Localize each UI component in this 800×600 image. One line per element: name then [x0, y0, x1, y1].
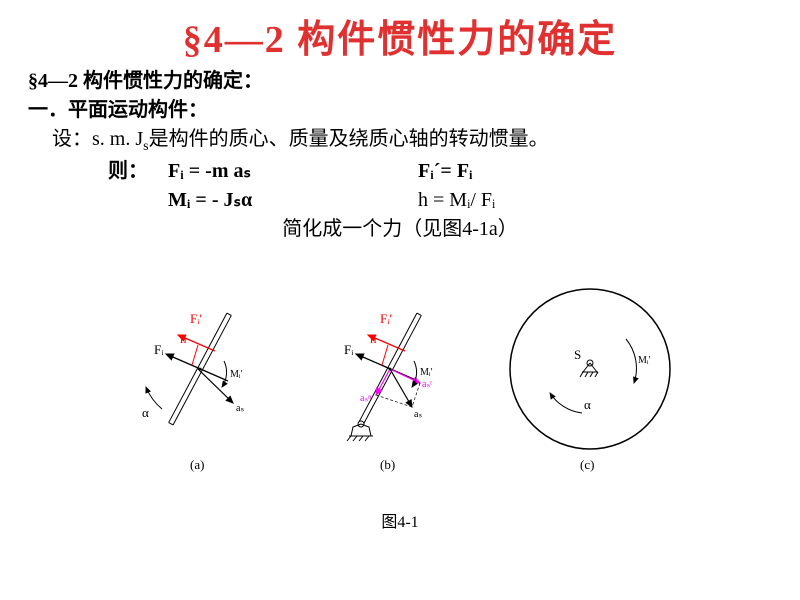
title-text: §4—2 构件惯性力的确定 — [183, 19, 618, 61]
label-asn-b: aₛⁿ — [360, 393, 371, 404]
panel-c: S Mᵢ′ α (c) — [510, 289, 670, 472]
panel-a: Fᵢ Fᵢ′ h aₛ α Mᵢ′ (a) — [142, 311, 244, 472]
figure-svg: Fᵢ Fᵢ′ h aₛ α Mᵢ′ (a) — [0, 254, 800, 534]
label-alpha-c: α — [584, 397, 591, 412]
figure-area: Fᵢ Fᵢ′ h aₛ α Mᵢ′ (a) — [0, 254, 800, 534]
label-c: (c) — [580, 457, 594, 472]
label-Mi-b: Mᵢ′ — [420, 367, 433, 378]
eq2-right: h = Mᵢ/ Fᵢ — [418, 186, 668, 215]
label-Fi-a: Fᵢ — [154, 342, 164, 357]
content-block: §4—2 构件惯性力的确定： 一．平面运动构件： 设：s. m. Js是构件的质… — [0, 63, 800, 244]
label-Fiprime-a: Fᵢ′ — [190, 311, 202, 326]
label-h-b: h — [370, 331, 377, 346]
label-S-c: S — [574, 347, 581, 362]
equation-row-1: 则： Fᵢ = -m aₛ Fᵢ´= Fᵢ — [28, 157, 772, 186]
eq1-left: Fᵢ = -m aₛ — [168, 157, 418, 186]
label-Fiprime-b: Fᵢ′ — [380, 311, 392, 326]
label-Mi-a: Mᵢ′ — [230, 369, 243, 380]
label-b: (b) — [380, 457, 395, 472]
assumption-rest: 是构件的质心、质量及绕质心轴的转动惯量。 — [149, 128, 549, 150]
then-label: 则： — [108, 157, 168, 186]
section-heading: 一．平面运动构件： — [28, 96, 772, 125]
page-title: §4—2 构件惯性力的确定 — [0, 0, 800, 63]
label-as-a: aₛ — [236, 403, 244, 414]
assumption-prefix: 设：s. m. J — [52, 128, 143, 150]
label-Fi-b: Fᵢ — [344, 342, 354, 357]
label-a: (a) — [190, 457, 204, 472]
subtitle: §4—2 构件惯性力的确定： — [28, 67, 772, 96]
panel-b: Fᵢ Fᵢ′ h aₛ aₛⁿ aₛᵗ Mᵢ′ (b) — [344, 311, 433, 472]
assumption-line: 设：s. m. Js是构件的质心、质量及绕质心轴的转动惯量。 — [28, 125, 772, 157]
label-Mi-c: Mᵢ′ — [638, 355, 651, 366]
label-alpha-a: α — [142, 405, 149, 420]
eq1-right: Fᵢ´= Fᵢ — [418, 157, 668, 186]
equation-row-2: Mᵢ = - Jₛα h = Mᵢ/ Fᵢ — [28, 186, 772, 215]
label-as-b: aₛ — [414, 409, 422, 420]
label-h-a: h — [180, 331, 187, 346]
figure-caption: 图4-1 — [0, 508, 800, 532]
simplify-line: 简化成一个力（见图4-1a） — [28, 215, 772, 244]
eq2-left: Mᵢ = - Jₛα — [168, 186, 418, 215]
label-ast-b: aₛᵗ — [422, 379, 432, 390]
